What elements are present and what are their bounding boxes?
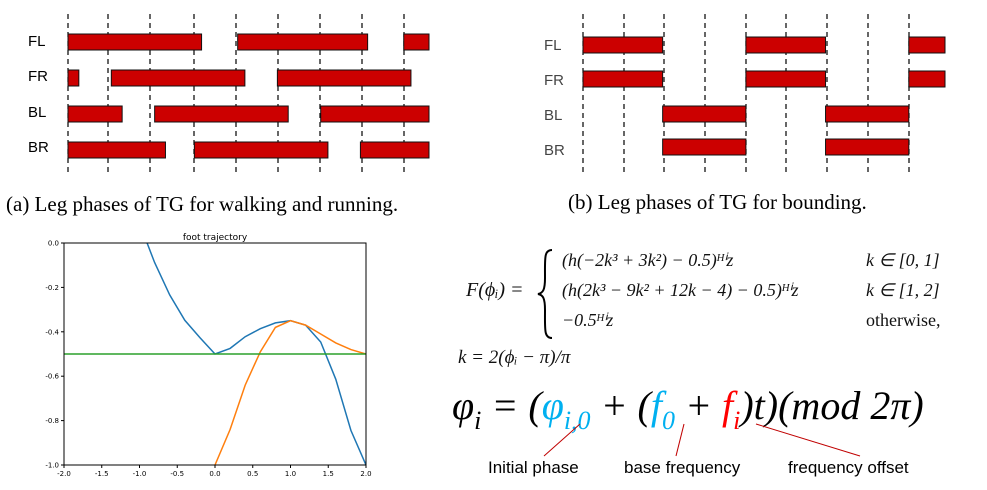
figure-a-phase-bar-fl [237,33,369,51]
phase-equation-part-10: i [733,406,741,435]
phase-equation-part-7: 0 [662,406,675,435]
figure-a: FL FR BL BR (a) Leg phases of TG for wal… [0,0,440,230]
phase-equation-part-1: i [474,406,482,435]
figure-b-phase-bar-fl [582,36,664,54]
figure-b-phase-bar-br [662,138,747,156]
base-frequency-annotation: base frequency [624,458,741,477]
phase-equation-part-4: i,0 [563,406,591,435]
x-tick-label: -1.5 [95,470,109,478]
frequency-offset-annotation: frequency offset [788,458,909,477]
figure-a-phase-bar-br [67,141,166,159]
figure-b-label-bl: BL [544,107,563,124]
x-tick-label: -2.0 [57,470,71,478]
figure-b-phase-bar-bl [825,105,910,123]
x-tick-label: 0.5 [247,470,258,478]
foot-trajectory-chart: foot trajectory -2.0 -1.5 -1.0 -0.5 0.0 0.5 1.… [45,233,371,478]
figure-a-gantt [67,14,430,172]
x-tick-label: 2.0 [360,470,371,478]
phase-equation-part-8: + [675,383,722,428]
figure-b-gantt [582,14,946,176]
figure-a-label-fr: FR [28,68,48,85]
x-tick-label: -0.5 [170,470,184,478]
figure-b-label-fl: FL [544,37,562,54]
series-blue-curve [146,243,366,465]
figure-b: FL FR BL BR (b) Leg phases of TG for bou… [520,0,987,230]
figure-b-phase-bar-fr [745,70,827,88]
y-tick-label: -0.6 [45,373,59,381]
series-orange-curve [214,319,366,465]
phase-equation-part-11: )t)(mod 2π) [740,383,924,428]
figure-a-phase-bar-fr [110,69,246,87]
x-tick-label: 0.0 [209,470,220,478]
equation-case-3-cond: otherwise, [866,310,941,330]
equation-brace [537,249,553,339]
figure-a-phase-bar-bl [154,105,289,123]
x-tick-label: 1.0 [285,470,296,478]
x-tick-label: -1.0 [133,470,147,478]
figure-a-phase-bar-fr [67,69,80,87]
trajectory-equation: F(ϕᵢ) = (h(−2k³ + 3k²) − 0.5)ᴴⁱz k ∈ [0,… [466,246,966,346]
figure-a-phase-bar-bl [320,105,430,123]
figure-b-phase-bar-fl [908,36,946,54]
figure-b-label-br: BR [544,142,565,159]
y-tick-label: -0.8 [45,417,59,425]
figure-b-phase-bar-fl [745,36,827,54]
figure-a-phase-bar-br [193,141,329,159]
figure-a-caption: (a) Leg phases of TG for walking and run… [6,192,399,216]
initial-phase-annotation: Initial phase [488,458,579,477]
equation-lhs: F(ϕᵢ) = [466,279,524,301]
phase-equation-part-9: f [722,383,734,428]
figure-a-label-fl: FL [28,33,46,50]
equation-case-2: (h(2k³ − 9k² + 12k − 4) − 0.5)ᴴⁱz [562,280,799,300]
y-tick-label: -0.2 [45,284,59,292]
figure-a-label-bl: BL [28,104,47,121]
figure-a-phase-bar-br [359,141,430,159]
figure-b-phase-bar-bl [662,105,747,123]
figure-b-label-fr: FR [544,72,564,89]
figure-a-phase-bar-bl [67,105,123,123]
figure-a-label-br: BR [28,139,49,156]
figure-a-phase-bar-fr [276,69,412,87]
figure-b-caption: (b) Leg phases of TG for bounding. [568,190,867,214]
phase-equation: φi = (φi,0 + (f0 + fi)t)(mod 2π) [452,382,924,434]
equation-case-1: (h(−2k³ + 3k²) − 0.5)ᴴⁱz [562,250,734,270]
k-definition: k = 2(ϕᵢ − π)/π [458,347,571,368]
figure-a-phase-bar-fl [67,33,203,51]
figure-a-phase-bar-fl [403,33,430,51]
phase-equation-part-3: φ [541,383,564,428]
equation-case-2-cond: k ∈ [1, 2] [866,280,940,300]
y-tick-label: -1.0 [45,462,59,470]
x-tick-label: 1.5 [323,470,334,478]
phase-equation-part-5: + ( [590,383,651,428]
y-tick-label: 0.0 [48,240,59,248]
equation-case-3: −0.5ᴴⁱz [562,310,614,330]
y-tick-label: -0.4 [45,328,59,336]
phase-equation-part-6: f [650,383,662,428]
phase-equation-part-2: = ( [481,383,542,428]
figure-b-phase-bar-fr [582,70,664,88]
figure-b-phase-bar-fr [908,70,946,88]
equation-case-1-cond: k ∈ [0, 1] [866,250,940,270]
figure-b-phase-bar-br [825,138,910,156]
phase-equation-part-0: φ [452,383,475,428]
chart-title: foot trajectory [183,233,248,243]
